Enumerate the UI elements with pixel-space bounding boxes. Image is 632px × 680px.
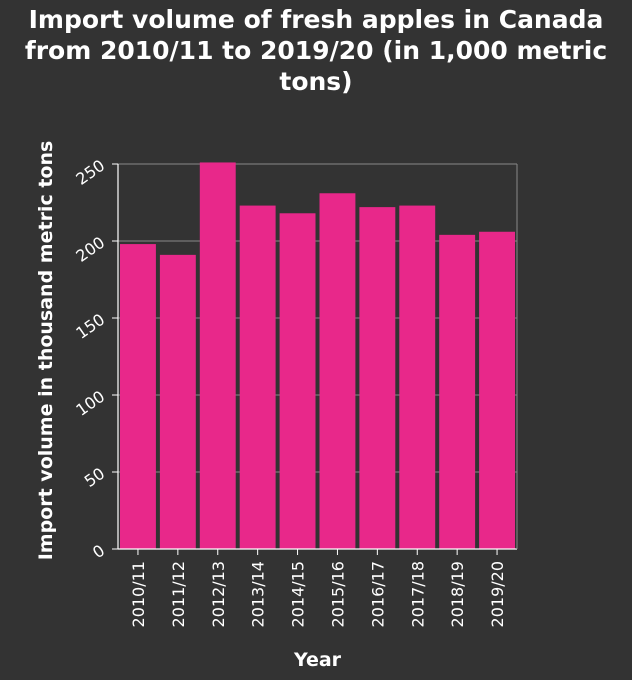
bar bbox=[319, 193, 356, 549]
bar bbox=[199, 162, 236, 549]
x-tick-label: 2016/17 bbox=[368, 561, 387, 627]
x-tick-label: 2015/16 bbox=[328, 561, 347, 627]
bar bbox=[119, 244, 156, 549]
bar bbox=[399, 205, 436, 549]
bar bbox=[439, 234, 476, 549]
x-tick-label: 2012/13 bbox=[209, 561, 228, 627]
x-tick-label: 2013/14 bbox=[249, 561, 268, 627]
x-tick-label: 2018/19 bbox=[448, 561, 467, 627]
y-axis-label: Import volume in thousand metric tons bbox=[35, 141, 57, 561]
bar bbox=[239, 205, 276, 549]
x-axis-label: Year bbox=[293, 649, 342, 671]
y-tick-label: 100 bbox=[72, 387, 108, 420]
bar bbox=[279, 213, 316, 549]
x-tick-label: 2019/20 bbox=[488, 561, 507, 627]
bar bbox=[479, 231, 516, 549]
x-tick-label: 2017/18 bbox=[408, 561, 427, 627]
bar bbox=[359, 207, 396, 549]
y-tick-label: 50 bbox=[81, 464, 109, 491]
chart-title: Import volume of fresh apples in Canada … bbox=[24, 5, 608, 96]
y-tick-label: 200 bbox=[72, 233, 108, 266]
y-tick-label: 0 bbox=[89, 541, 108, 562]
y-tick-label: 250 bbox=[72, 156, 108, 189]
x-tick-label: 2010/11 bbox=[129, 561, 148, 627]
x-tick-label: 2011/12 bbox=[169, 561, 188, 627]
y-tick-label: 150 bbox=[72, 310, 108, 343]
bar bbox=[159, 254, 196, 550]
x-tick-label: 2014/15 bbox=[289, 561, 308, 627]
